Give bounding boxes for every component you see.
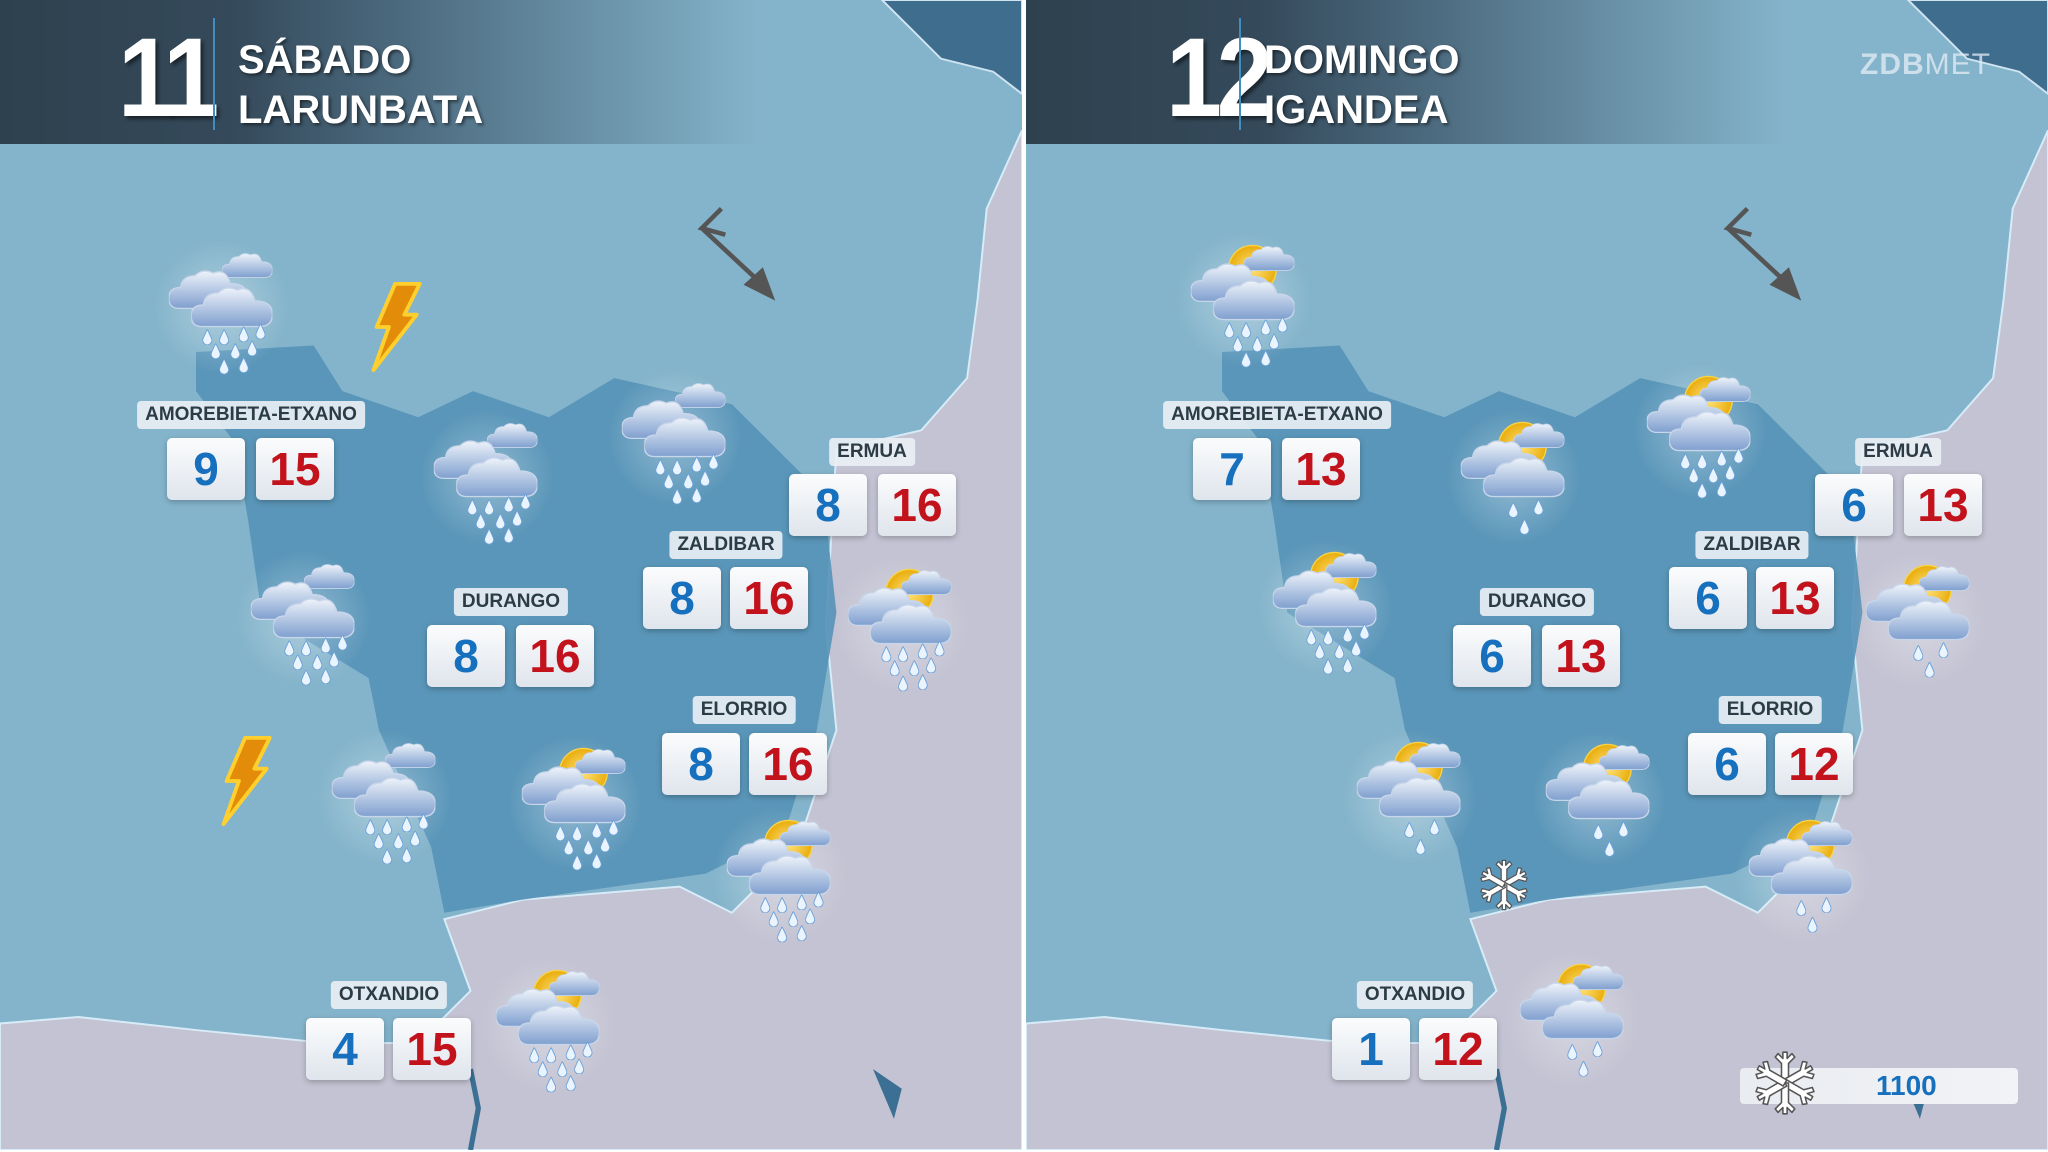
- header-divider: [213, 18, 215, 130]
- town-label: ERMUA: [1855, 438, 1941, 466]
- sun-heavy-rain-icon: [1174, 230, 1314, 370]
- lightning-icon: [322, 257, 462, 397]
- forecast-panel-day-12: 12 DOMINGO IGANDEA AMOREBIETA-ETXANO 7 13 E…: [1026, 0, 2048, 1150]
- town-label: OTXANDIO: [330, 981, 448, 1009]
- zdbmet-logo: ZDBMET: [1860, 48, 1991, 81]
- min-temperature: 8: [662, 733, 740, 795]
- min-temperature: 1: [1332, 1018, 1410, 1080]
- max-temperature: 16: [878, 474, 956, 536]
- min-temperature: 6: [1815, 474, 1893, 536]
- day-name-basque: IGANDEA: [1264, 88, 1449, 132]
- max-temperature: 13: [1756, 567, 1834, 629]
- day-name-spanish: SÁBADO: [238, 38, 412, 82]
- sun-light-rain-icon: [1529, 729, 1669, 869]
- max-temperature: 13: [1282, 438, 1360, 500]
- min-temperature: 6: [1688, 733, 1766, 795]
- sun-heavy-rain-icon: [1630, 361, 1770, 501]
- snow-icon: [1434, 815, 1574, 955]
- sun-heavy-rain-icon: [831, 554, 971, 694]
- town-label: ZALDIBAR: [669, 531, 783, 559]
- max-temperature: 16: [749, 733, 827, 795]
- min-temperature: 8: [789, 474, 867, 536]
- day-name-spanish: DOMINGO: [1264, 38, 1460, 82]
- day-name-basque: LARUNBATA: [238, 88, 484, 132]
- max-temperature: 12: [1419, 1018, 1497, 1080]
- min-temperature: 6: [1453, 625, 1531, 687]
- sun-light-rain-icon: [1503, 949, 1643, 1089]
- wind-arrow-icon: [697, 207, 776, 301]
- sun-heavy-rain-icon: [710, 805, 850, 945]
- min-temperature: 7: [1193, 438, 1271, 500]
- min-temperature: 8: [643, 567, 721, 629]
- max-temperature: 15: [256, 438, 334, 500]
- town-label: ERMUA: [829, 438, 915, 466]
- town-label: OTXANDIO: [1356, 981, 1474, 1009]
- max-temperature: 16: [516, 625, 594, 687]
- max-temperature: 15: [393, 1018, 471, 1080]
- sun-heavy-rain-icon: [1256, 537, 1396, 677]
- header-divider: [1239, 18, 1241, 130]
- max-temperature: 13: [1904, 474, 1982, 536]
- town-label: AMOREBIETA-ETXANO: [137, 401, 365, 429]
- heavy-rain-icon: [315, 727, 455, 867]
- day-number: 11: [118, 15, 219, 140]
- sun-light-rain-icon: [1732, 805, 1872, 945]
- heavy-rain-icon: [605, 367, 745, 507]
- town-label: DURANGO: [453, 588, 569, 616]
- max-temperature: 16: [730, 567, 808, 629]
- heavy-rain-icon: [417, 407, 557, 547]
- forecast-panel-day-11: 11 SÁBADO LARUNBATA AMOREBIETA-ETXANO 9 15…: [0, 0, 1022, 1150]
- min-temperature: 4: [306, 1018, 384, 1080]
- snow-level-value: 1100: [1876, 1070, 1937, 1101]
- day-header: 12 DOMINGO IGANDEA: [1026, 0, 1786, 144]
- town-label: ZALDIBAR: [1695, 531, 1809, 559]
- sun-heavy-rain-icon: [505, 733, 645, 873]
- town-label: DURANGO: [1479, 588, 1595, 616]
- town-label: ELORRIO: [692, 696, 796, 724]
- min-temperature: 8: [427, 625, 505, 687]
- max-temperature: 13: [1542, 625, 1620, 687]
- snow-level-bar: 1100: [1740, 1068, 2018, 1104]
- sun-light-rain-icon: [1444, 407, 1584, 547]
- min-temperature: 9: [167, 438, 245, 500]
- sun-light-rain-icon: [1340, 727, 1480, 867]
- heavy-rain-icon: [152, 237, 292, 377]
- sun-heavy-rain-icon: [479, 955, 619, 1095]
- max-temperature: 12: [1775, 733, 1853, 795]
- town-label: AMOREBIETA-ETXANO: [1163, 401, 1391, 429]
- day-header: 11 SÁBADO LARUNBATA: [0, 0, 760, 144]
- sun-light-rain-icon: [1849, 550, 1989, 690]
- town-label: ELORRIO: [1718, 696, 1822, 724]
- heavy-rain-icon: [234, 548, 374, 688]
- snowflake-icon: [1750, 1048, 1820, 1118]
- wind-arrow-icon: [1723, 207, 1802, 301]
- min-temperature: 6: [1669, 567, 1747, 629]
- day-number: 12: [1166, 15, 1273, 140]
- lightning-icon: [172, 711, 312, 851]
